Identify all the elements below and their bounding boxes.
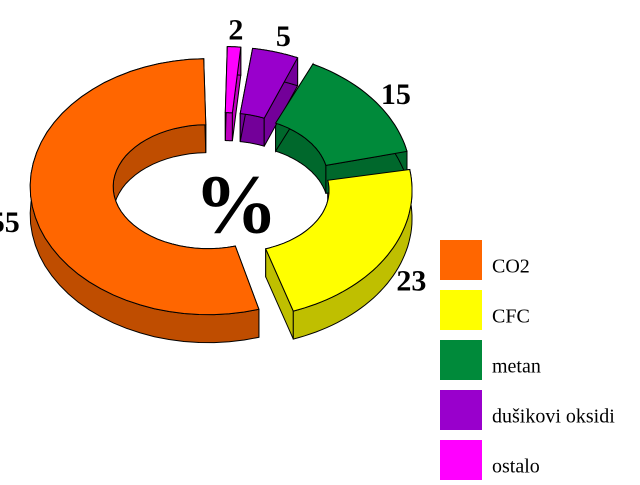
value-label: 5	[276, 20, 291, 53]
slice	[29, 58, 260, 316]
legend-label: dušikovi oksidi	[492, 406, 615, 428]
value-label: 23	[396, 265, 426, 298]
value-label: 2	[228, 14, 243, 47]
legend-label: ostalo	[492, 456, 540, 478]
slice	[224, 46, 242, 114]
legend-label: CO2	[492, 256, 530, 278]
legend-swatch	[440, 340, 482, 380]
legend-swatch	[440, 240, 482, 280]
slice	[274, 63, 408, 166]
value-label: 15	[381, 78, 411, 111]
legend: CO2 CFC metan dušikovi oksidi ostalo	[440, 240, 615, 480]
slice-tops	[29, 46, 413, 316]
legend-label: metan	[492, 356, 541, 378]
legend-label: CFC	[492, 306, 530, 328]
slice	[264, 168, 413, 312]
center-label: %	[194, 158, 278, 251]
legend-swatch	[440, 290, 482, 330]
slice	[239, 47, 299, 119]
legend-swatch	[440, 440, 482, 480]
legend-swatch	[440, 390, 482, 430]
value-label: 55	[0, 206, 20, 239]
